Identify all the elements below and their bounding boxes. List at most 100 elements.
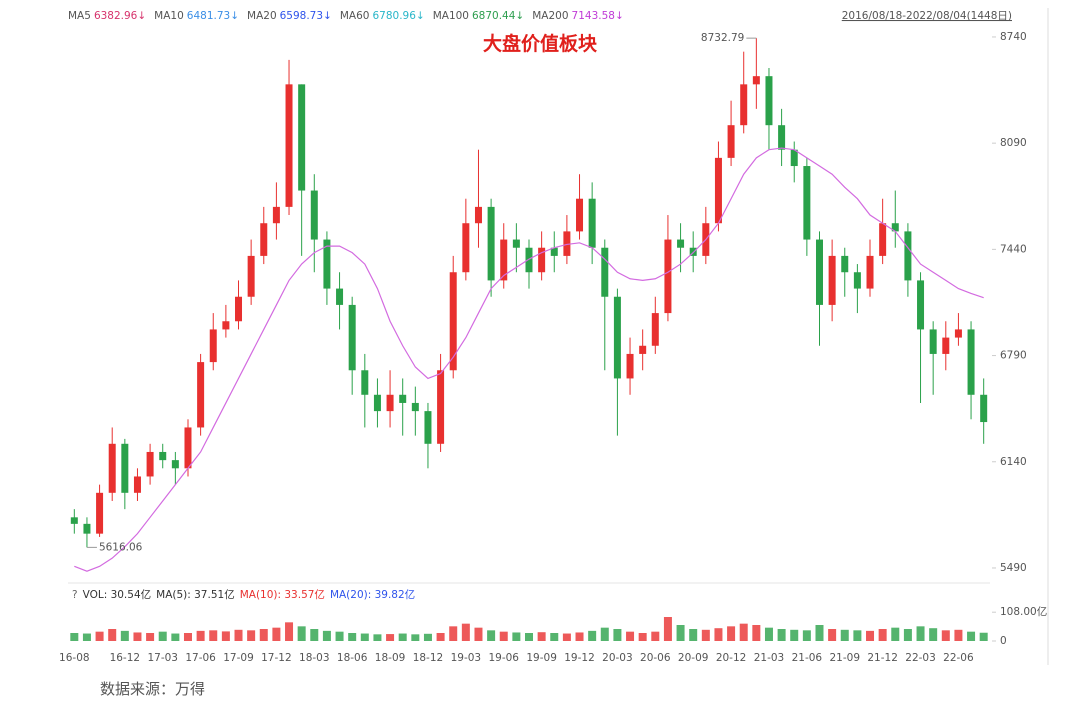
volume-bar [676, 625, 685, 641]
legend-value: 6780.96 [372, 10, 416, 22]
candle-body [336, 288, 344, 305]
candle-body [841, 255, 849, 273]
volume-bar [158, 631, 167, 641]
volume-bar [360, 633, 369, 641]
candle-body [247, 255, 255, 297]
candle-body [184, 427, 192, 469]
candle-body [967, 329, 975, 395]
candle-body [727, 125, 735, 158]
candle-body [879, 223, 887, 256]
candle-body [563, 231, 571, 256]
x-tick-label: 22-03 [905, 652, 936, 664]
candle-body [146, 451, 154, 477]
legend-value: 6481.73 [187, 10, 230, 22]
candle-body [108, 443, 116, 493]
x-tick-label: 17-03 [147, 652, 178, 664]
ma-legend: MA5 6382.96↓ MA10 6481.73↓ MA20 6598.73↓ MA60 6… [68, 10, 624, 22]
volume-bar [550, 633, 559, 641]
volume-bar [790, 629, 799, 641]
ma-line [74, 147, 984, 572]
x-tick-label: 21-03 [754, 652, 785, 664]
volume-bar [436, 633, 445, 641]
volume-bar [297, 626, 306, 641]
volume-bar [373, 634, 382, 641]
volume-bar [967, 631, 976, 641]
volume-bar [588, 630, 597, 641]
volume-bar [247, 630, 256, 641]
volume-bar [196, 630, 205, 641]
volume-bar [828, 629, 837, 641]
volume-bar [613, 629, 622, 641]
y-tick-label: 7440 [1000, 243, 1027, 255]
x-tick-label: 20-03 [602, 652, 633, 664]
candle-body [740, 84, 748, 126]
volume-bar [840, 629, 849, 641]
candle-body [285, 84, 293, 207]
legend-value: 7143.58 [572, 10, 615, 22]
candle-body [437, 370, 445, 444]
candle-body [272, 206, 280, 224]
candle-body [235, 296, 243, 322]
volume-bar [95, 631, 104, 641]
candle-body [954, 329, 962, 338]
volume-bar [487, 630, 496, 641]
candle-body [550, 247, 558, 256]
candle-body [613, 296, 621, 379]
volume-bar [335, 631, 344, 641]
volume-bar [348, 633, 357, 641]
candle-body [651, 313, 659, 346]
volume-bar [386, 634, 395, 641]
volume-legend: ? VOL: 30.54亿 MA(5): 37.51亿 MA(10): 33.57亿 M… [72, 588, 415, 601]
legend-name: MA200 [532, 10, 568, 22]
volume-bar [866, 630, 875, 641]
x-tick-label: 19-12 [564, 652, 595, 664]
candle-body [891, 223, 899, 232]
volume-legend-item: MA(5): 37.51亿 [156, 588, 235, 601]
volume-bar [171, 633, 180, 641]
candle-body [815, 239, 823, 305]
volume-bar [891, 627, 900, 641]
volume-bar [689, 629, 698, 641]
volume-bar [916, 626, 925, 641]
y-tick-label: 8090 [1000, 137, 1027, 149]
source-note: 数据来源：万得 [100, 680, 205, 698]
volume-bar [398, 633, 407, 641]
volume-bar [739, 623, 748, 641]
x-tick-label: 18-06 [337, 652, 368, 664]
legend-trend: ↓ [515, 10, 524, 22]
volume-legend-item: MA(20): 39.82亿 [330, 588, 415, 601]
volume-bar [600, 627, 609, 641]
candle-body [942, 337, 950, 354]
legend-name: MA100 [433, 10, 469, 22]
volume-bar [82, 633, 91, 641]
candle-body [714, 157, 722, 224]
candle-body [159, 451, 167, 461]
volume-bar [133, 632, 142, 641]
date-range[interactable]: 2016/08/18-2022/08/04(1448日) [842, 10, 1012, 22]
chart-title: 大盘价值板块 [483, 32, 598, 55]
volume-bar [209, 630, 218, 641]
x-tick-label: 19-09 [526, 652, 557, 664]
candle-body [399, 394, 407, 403]
volume-bar [322, 630, 331, 641]
candle-body [538, 247, 546, 273]
volume-legend-item: VOL: 30.54亿 [83, 588, 152, 601]
x-tick-label: 17-09 [223, 652, 254, 664]
x-tick-label: 18-12 [413, 652, 444, 664]
volume-bar [183, 633, 192, 641]
legend-name: MA20 [247, 10, 277, 22]
x-tick-label: 16-08 [59, 652, 90, 664]
candle-body [298, 84, 306, 191]
x-tick-label: 20-06 [640, 652, 671, 664]
volume-bar [285, 622, 294, 641]
candle-body [576, 198, 584, 232]
high-label: 8732.79 [701, 32, 744, 44]
volume-bar [777, 629, 786, 641]
volume-bar [815, 625, 824, 641]
candle-body [512, 239, 520, 248]
candle-body [171, 460, 179, 469]
volume-bar [929, 628, 938, 641]
legend-name: MA10 [154, 10, 184, 22]
y-tick-label: 6790 [1000, 350, 1027, 362]
x-tick-label: 17-12 [261, 652, 292, 664]
